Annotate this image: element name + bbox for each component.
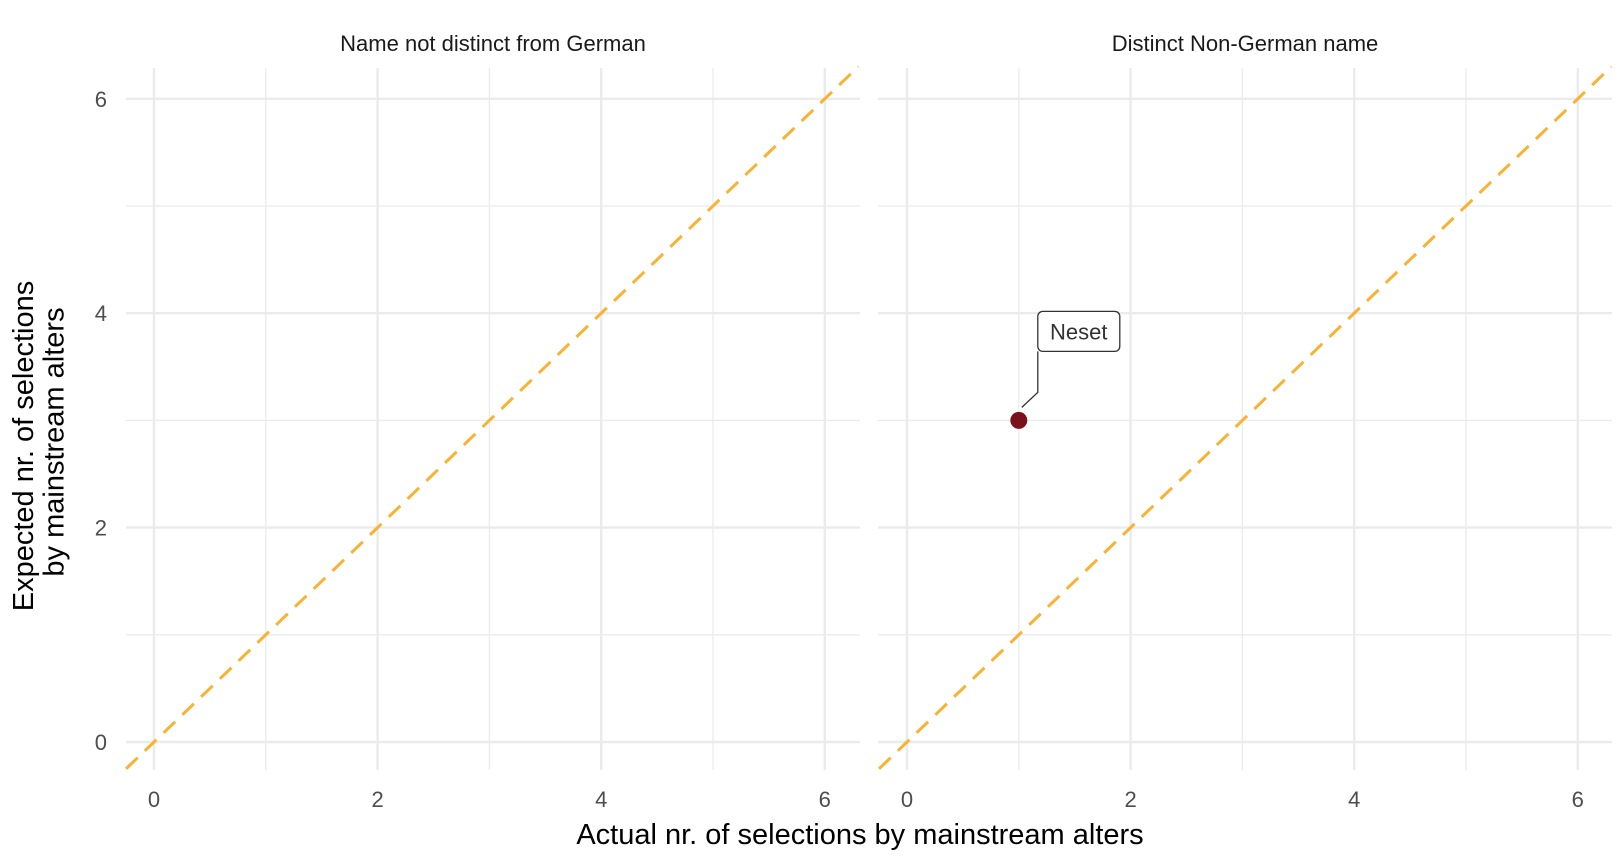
- x-tick-label: 4: [595, 787, 607, 812]
- x-tick-label: 0: [901, 787, 913, 812]
- label-leader: [1021, 351, 1039, 408]
- reference-line: [125, 65, 860, 770]
- y-axis-title-line-1: Expected nr. of selections: [8, 281, 40, 611]
- x-tick-label: 6: [819, 787, 831, 812]
- y-tick-label: 2: [95, 516, 107, 541]
- x-tick-label: 2: [371, 787, 383, 812]
- x-tick-label: 2: [1124, 787, 1136, 812]
- reference-line: [878, 65, 1613, 770]
- label-box: [1037, 310, 1121, 353]
- x-tick-label: 4: [1348, 787, 1360, 812]
- y-tick-label: 4: [95, 301, 107, 326]
- x-tick-label: 0: [148, 787, 160, 812]
- y-tick-label: 6: [95, 87, 107, 112]
- panel-distinct-non-german: 0 2 4 6 Distinct Non-German name Neset: [878, 31, 1613, 812]
- panel-title: Distinct Non-German name: [1112, 31, 1379, 56]
- point-label: Neset: [1050, 319, 1107, 344]
- panel-name-not-distinct: 0 2 4 6 0 2 4 6 Name not distinct from German: [95, 31, 860, 812]
- x-axis-title: Actual nr. of selections by mainstream a…: [576, 819, 1143, 851]
- y-axis-title: Expected nr. of selections by mainstream…: [8, 273, 70, 612]
- y-tick-label: 0: [95, 730, 107, 755]
- y-axis-title-line-2: by mainstream alters: [38, 307, 70, 576]
- x-tick-label: 6: [1572, 787, 1584, 812]
- data-point: [1010, 411, 1028, 429]
- panel-title: Name not distinct from German: [340, 31, 646, 56]
